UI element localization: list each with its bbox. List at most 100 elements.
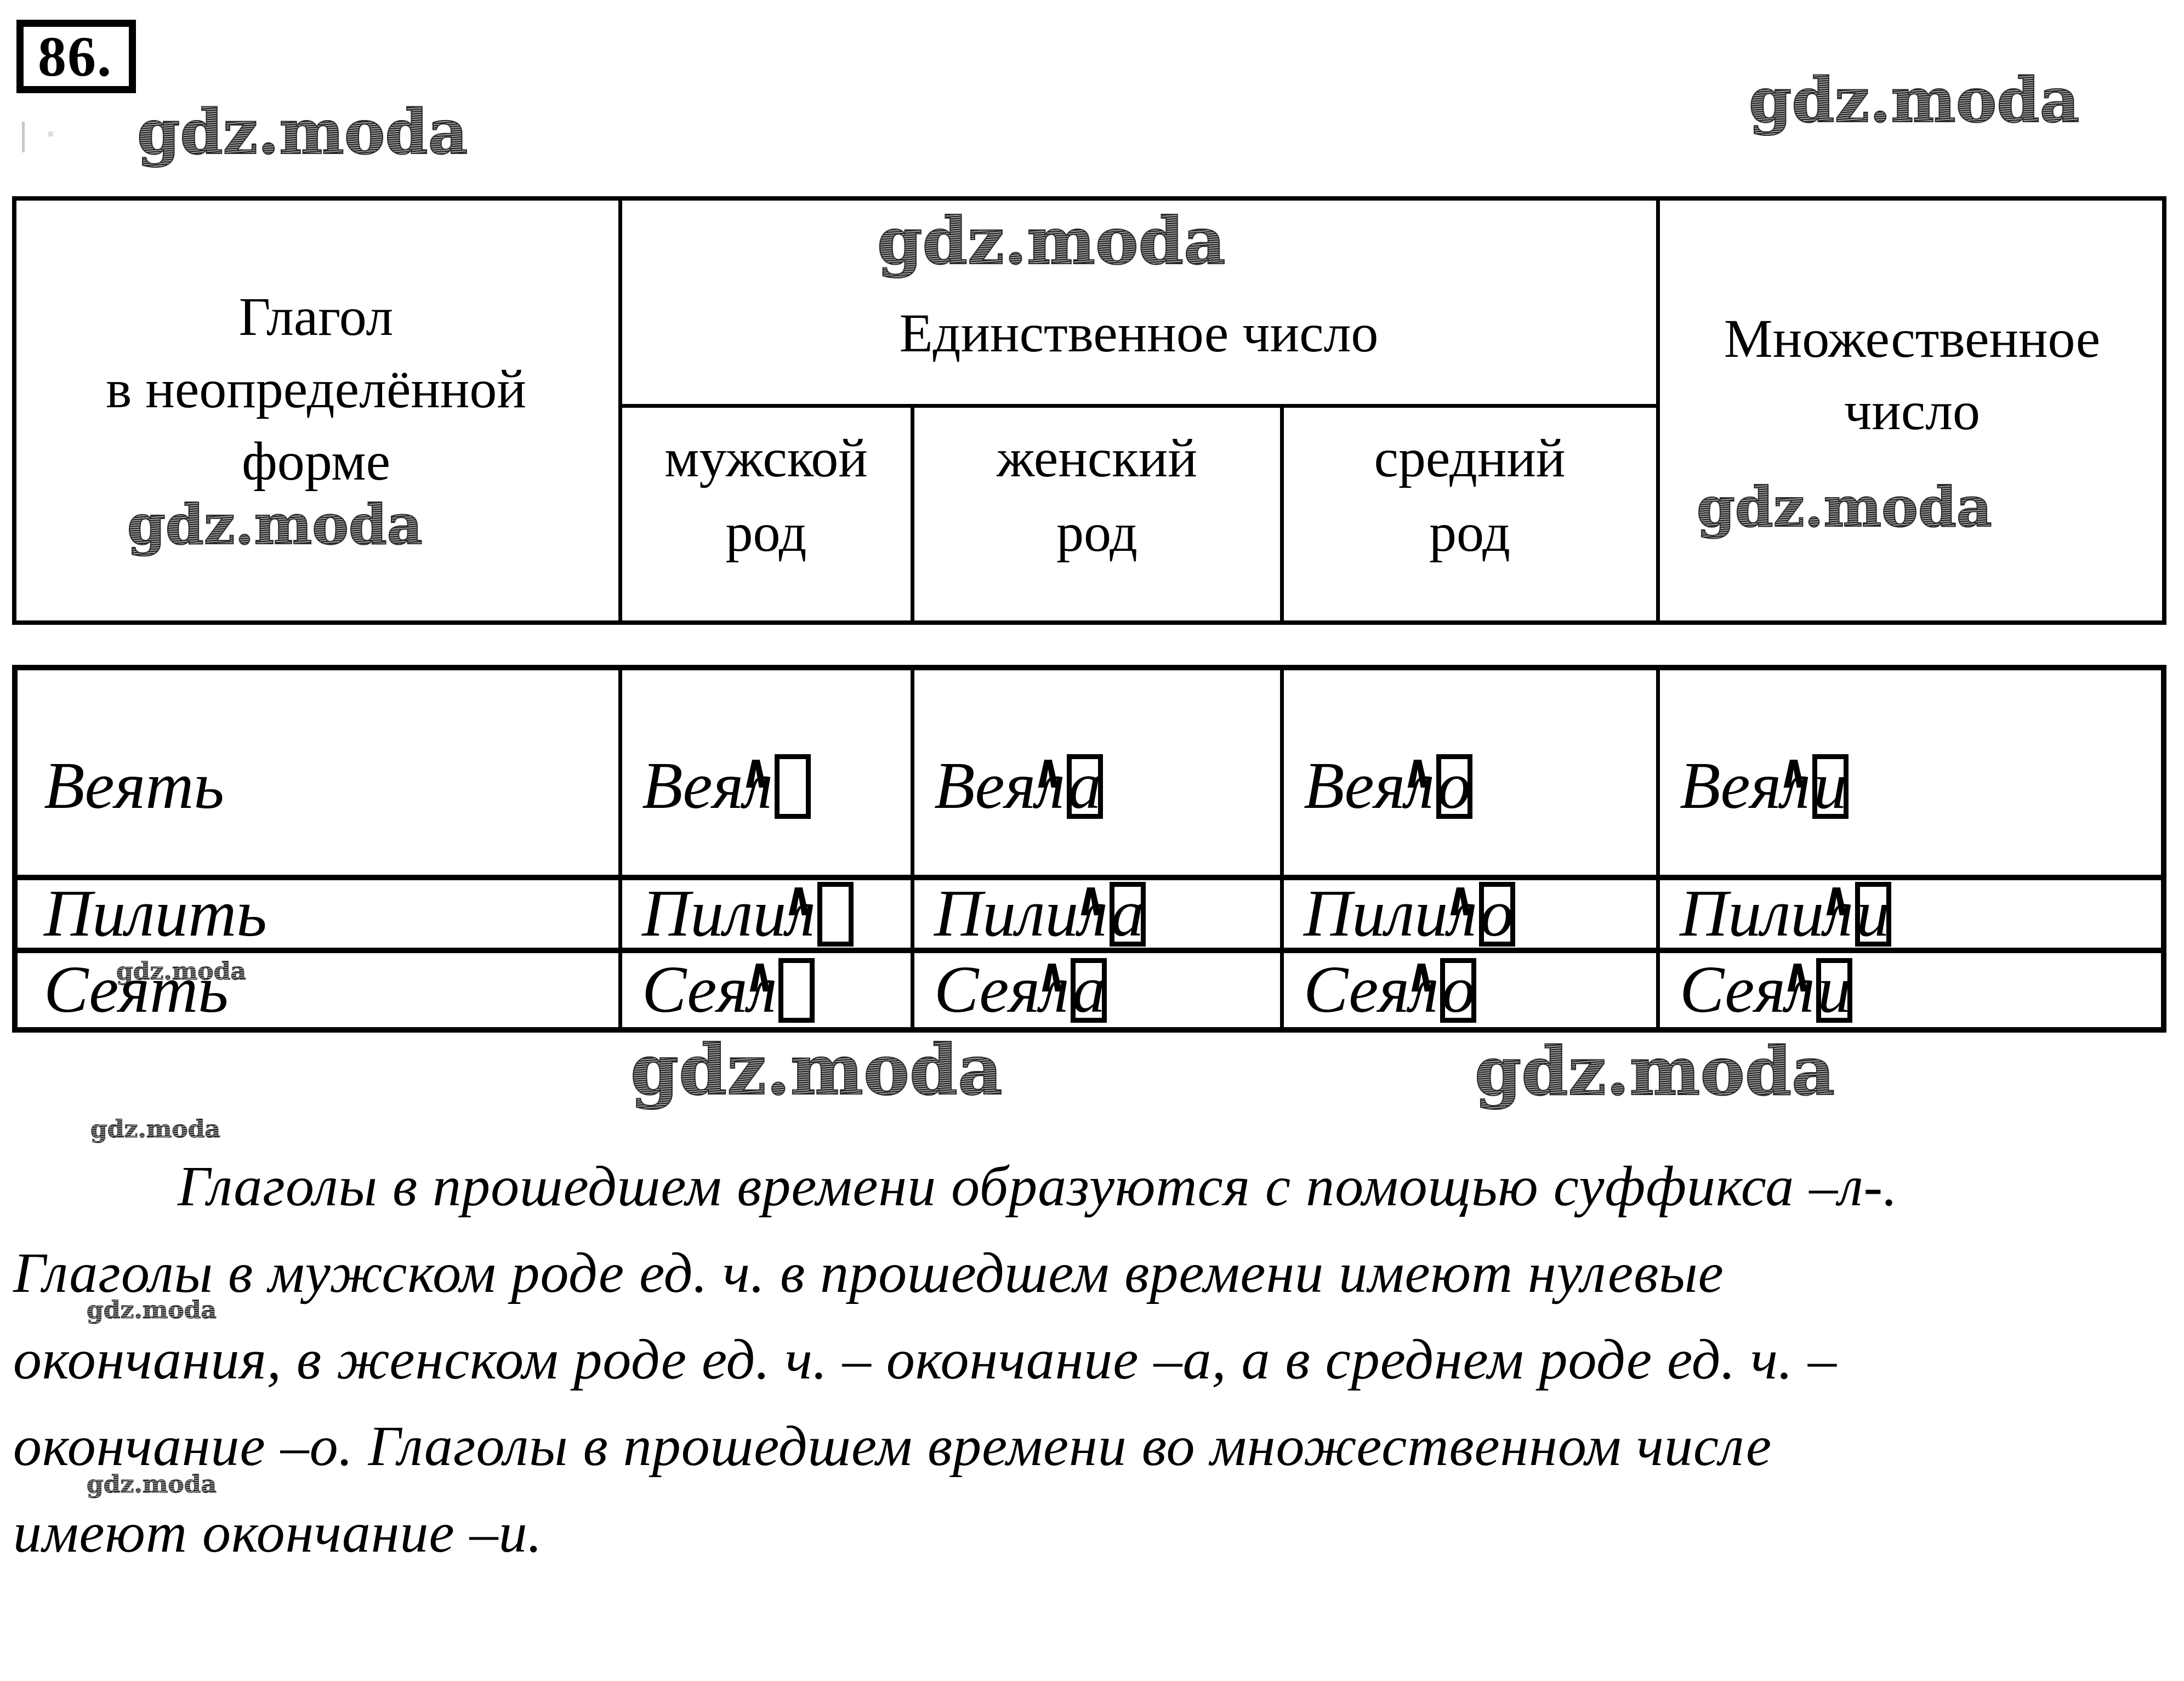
divider-line [618,196,622,625]
suffix-group: ∧ л [744,948,777,1032]
verb-suffix: л [1040,953,1070,1027]
ending-box [774,754,811,819]
table-cell-verb-form: Пили ∧ л [622,875,911,950]
header-line: род [1056,502,1138,563]
header-line: род [725,502,807,563]
watermark: gdz.moda [877,203,1226,279]
stray-mark [48,132,53,136]
header-line: средний [1374,428,1566,488]
verb-ending: о [1437,749,1471,823]
verb-stem: Пили [1304,876,1448,951]
divider-line [1656,665,1660,1033]
table-cell-verb-form: Сея ∧ л о [1284,951,1656,1027]
header-line: род [1429,502,1510,563]
verb-ending: о [1480,876,1514,951]
table-cell-verb-form: Вея ∧ л а [914,665,1280,875]
suffix-group: ∧ л [1074,872,1108,956]
ending-box: о [1440,953,1477,1027]
table-cell-verb-form: Сея ∧ л [622,951,911,1027]
ending-box: и [1855,876,1891,950]
verb-suffix: л [1036,749,1065,823]
suffix-caret-icon: ∧ [1406,947,1438,1004]
divider-line [618,665,622,1033]
table-cell-infinitive: Пилить [12,876,618,950]
divider-line [618,404,1660,408]
suffix-group: ∧ л [1401,744,1435,828]
suffix-caret-icon: ∧ [740,743,772,800]
suffix-group: ∧ л [1820,872,1853,956]
ending-box: а [1109,876,1146,950]
column-header-infinitive: Глагол в неопределённой форме [12,281,620,498]
watermark: gdz.moda [630,1029,1003,1110]
verb-stem: Вея [1680,749,1782,823]
suffix-caret-icon: ∧ [1401,743,1434,800]
divider-line [911,404,914,625]
verb-suffix: л [1405,749,1435,823]
header-line: в неопределённой [106,358,526,419]
watermark: gdz.moda [127,492,423,557]
explanation-line: Глаголы в прошедшем времени образуются с… [178,1155,1898,1218]
header-line: форме [242,431,390,492]
header-line: Множественное [1724,308,2101,369]
table-cell-infinitive: Сеять [12,953,618,1027]
suffix-group: ∧ л [1032,744,1065,828]
table-cell-verb-form: Вея ∧ л и [1660,665,2166,875]
header-line: Глагол [238,286,394,347]
infinitive: Пилить [44,876,267,951]
ending-box: и [1812,749,1849,823]
verb-suffix: л [1448,876,1477,951]
explanation-line: имеют окончание –и. [13,1501,543,1564]
explanation-line: Глаголы в мужском роде ед. ч. в прошедше… [13,1241,1724,1304]
verb-ending: и [1817,953,1851,1027]
explanation-line: окончания, в женском роде ед. ч. – оконч… [13,1328,1837,1391]
divider-line [1280,404,1284,625]
verb-suffix: л [743,749,773,823]
suffix-group: ∧ л [740,743,773,828]
table-cell-verb-form: Пили ∧ л а [914,875,1280,950]
explanation-line: окончание –о. Глаголы в прошедшем времен… [13,1415,1772,1478]
watermark: gdz.moda [90,1115,221,1143]
verb-suffix: л [1785,953,1815,1027]
verb-suffix: л [1409,953,1439,1027]
verb-stem: Пили [1680,876,1824,951]
divider-line [1656,196,1660,625]
watermark: gdz.moda [1474,1032,1835,1110]
verb-ending: а [1111,876,1145,951]
column-header-feminine: женский род [912,421,1282,570]
verb-ending: и [1813,749,1847,823]
verb-ending: а [1068,749,1102,823]
verb-ending: а [1072,953,1106,1027]
verb-suffix: л [1824,876,1853,951]
verb-forms-table [12,665,2166,1033]
verb-suffix: л [748,953,777,1027]
watermark: gdz.moda [86,1471,217,1498]
verb-suffix: л [786,876,816,951]
suffix-group: ∧ л [1406,947,1439,1032]
ending-box: о [1478,876,1515,950]
ending-box: и [1816,953,1853,1027]
table-cell-verb-form: Вея ∧ л [622,665,911,875]
suffix-group: ∧ л [1777,744,1810,828]
ending-box: о [1436,749,1472,823]
divider-line [12,875,2166,880]
stray-mark [22,122,25,152]
header-line: число [1844,380,1981,441]
verb-suffix: л [1078,876,1108,951]
infinitive: Сеять [44,953,229,1027]
ending-box [817,881,854,947]
header-line: мужской [664,428,868,488]
suffix-caret-icon: ∧ [1820,870,1852,927]
header-table [12,196,2166,625]
table-cell-verb-form: Сея ∧ л а [914,951,1280,1027]
divider-line [911,665,914,1033]
divider-line [1280,665,1284,1033]
column-header-neuter: средний род [1282,421,1658,570]
watermark: gdz.moda [116,958,247,985]
ending-box [778,958,815,1023]
table-cell-verb-form: Пили ∧ л и [1660,875,2166,950]
verb-stem: Сея [1304,953,1410,1027]
infinitive: Веять [44,749,225,823]
suffix-caret-icon: ∧ [1032,743,1064,800]
verb-stem: Сея [1680,953,1786,1027]
